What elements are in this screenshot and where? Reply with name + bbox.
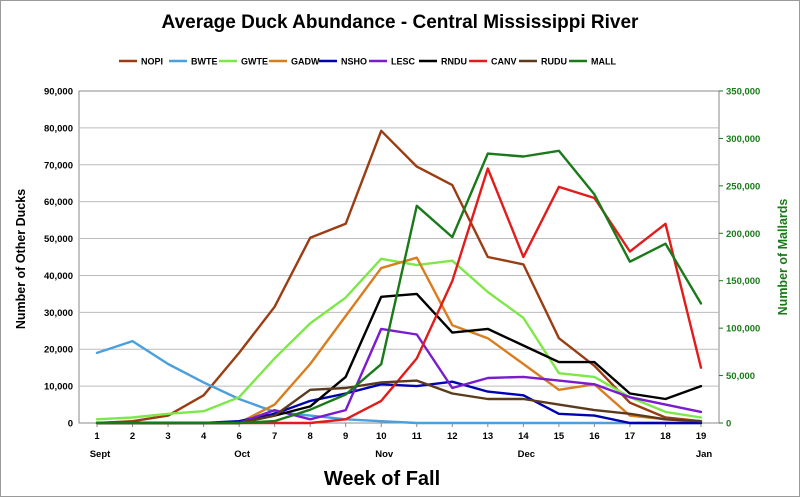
x-tick-label: 19 [696,431,707,442]
month-label: Nov [375,449,394,460]
axes: 0 10,000 20,000 30,000 40,000 50,000 60,000 70,… [44,87,760,461]
x-tick-label: 11 [412,431,423,442]
legend-entry-canv: CANV [491,57,517,67]
month-label: Dec [518,449,535,460]
grid [78,90,720,424]
series-line-nopi [95,129,703,425]
plot-area [78,90,720,424]
y-tick-label: 10,000 [44,382,73,393]
legend-entry-rudu: RUDU [541,57,567,67]
y-tick-label: 0 [68,419,73,430]
x-tick-label: 12 [447,431,458,442]
x-tick-label: 18 [660,431,671,442]
y-tick-label: 30,000 [44,308,73,319]
y2-tick-label: 250,000 [726,181,760,192]
y-tick-label: 60,000 [44,197,73,208]
legend: NOPI BWTE GWTE GADW NSHO LESC RNDU CANV RUDU MALL [119,57,616,67]
y-tick-label: 70,000 [44,160,73,171]
x-tick-label: 1 [94,431,100,442]
legend-entry-gadw: GADW [291,57,320,67]
x-tick-label: 7 [272,431,277,442]
x-tick-label: 16 [589,431,600,442]
series-line-bwte [95,339,703,425]
y-axis-label: Number of Other Ducks [14,189,28,329]
x-tick-label: 15 [554,431,565,442]
y2-tick-label: 0 [726,419,731,430]
x-tick-label: 6 [236,431,241,442]
x-tick-label: 9 [343,431,348,442]
y-tick-label: 20,000 [44,345,73,356]
legend-entry-lesc: LESC [391,57,416,67]
legend-entry-gwte: GWTE [241,57,268,67]
y2-tick-label: 150,000 [726,276,760,287]
x-tick-label: 2 [130,431,135,442]
x-tick-label: 3 [165,431,170,442]
y2-tick-label: 350,000 [726,87,760,98]
x-tick-label: 13 [483,431,494,442]
y-tick-label: 50,000 [44,234,73,245]
y2-tick-label: 200,000 [726,229,760,240]
x-tick-label: 10 [376,431,387,442]
y-tick-label: 80,000 [44,123,73,134]
x-tick-label: 8 [308,431,313,442]
legend-entry-nsho: NSHO [341,57,367,67]
y-tick-label: 40,000 [44,271,73,282]
month-label: Sept [90,449,111,460]
month-label: Oct [234,449,251,460]
x-tick-label: 4 [201,431,207,442]
x-tick-label: 17 [625,431,636,442]
y-tick-label: 90,000 [44,87,73,98]
legend-entry-bwte: BWTE [191,57,218,67]
x-axis-label: Week of Fall [324,468,440,490]
series-line-mall [95,149,703,425]
legend-entry-rndu: RNDU [441,57,467,67]
chart-title: Average Duck Abundance - Central Mississ… [162,12,640,33]
y2-axis-label: Number of Mallards [776,199,790,316]
y2-tick-label: 50,000 [726,371,755,382]
month-label: Jan [696,449,713,460]
y2-tick-label: 100,000 [726,324,760,335]
x-tick-label: 14 [518,431,529,442]
legend-entry-mall: MALL [591,57,616,67]
series-lines [95,129,703,425]
y2-tick-label: 300,000 [726,134,760,145]
series-line-nsho [95,380,703,425]
legend-entry-nopi: NOPI [141,57,163,67]
